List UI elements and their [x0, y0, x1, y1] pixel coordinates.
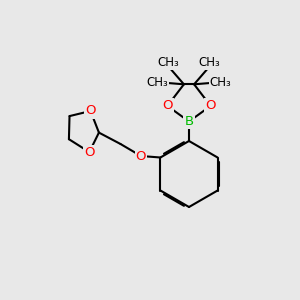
Text: B: B [184, 115, 194, 128]
Text: CH₃: CH₃ [210, 76, 231, 89]
Text: CH₃: CH₃ [147, 76, 168, 89]
Text: O: O [162, 99, 173, 112]
Text: O: O [84, 146, 94, 159]
Text: O: O [205, 99, 216, 112]
Text: CH₃: CH₃ [158, 56, 179, 69]
Text: O: O [85, 104, 96, 118]
Text: O: O [136, 149, 146, 163]
Text: CH₃: CH₃ [199, 56, 220, 69]
